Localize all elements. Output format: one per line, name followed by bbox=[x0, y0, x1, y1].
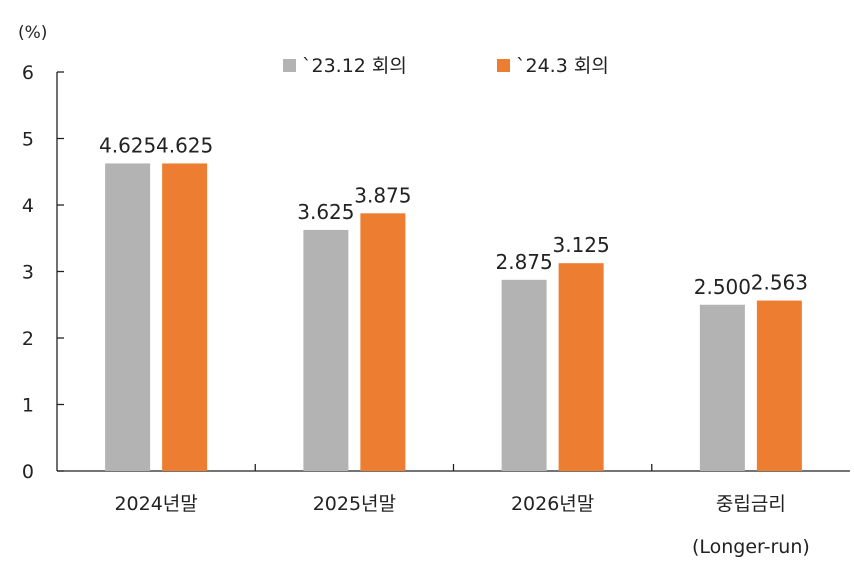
x-category-label: (Longer-run) bbox=[692, 536, 810, 558]
y-axis: 0 1 2 3 4 5 6 bbox=[22, 62, 64, 483]
bar bbox=[105, 163, 151, 471]
bar bbox=[756, 300, 802, 471]
y-tick-label: 3 bbox=[22, 262, 34, 284]
legend-swatch bbox=[497, 59, 510, 72]
x-category-label: 2025년말 bbox=[313, 493, 396, 515]
y-tick-label: 6 bbox=[22, 62, 34, 84]
x-category-label: 2024년말 bbox=[114, 493, 197, 515]
y-tick-label: 5 bbox=[22, 129, 34, 151]
bars bbox=[105, 163, 802, 471]
legend-swatch bbox=[283, 59, 296, 72]
bar bbox=[558, 263, 604, 471]
y-tick-label: 1 bbox=[22, 395, 34, 417]
legend-label: `23.12 회의 bbox=[302, 55, 407, 77]
data-label: 3.625 bbox=[297, 200, 354, 224]
y-tick-label: 2 bbox=[22, 328, 34, 350]
data-label: 4.625 bbox=[99, 133, 156, 157]
data-label: 2.563 bbox=[751, 271, 808, 295]
legend: `23.12 회의 `24.3 회의 bbox=[283, 55, 609, 77]
bar bbox=[303, 229, 349, 471]
data-label: 2.875 bbox=[495, 250, 552, 274]
bar bbox=[162, 163, 208, 471]
data-label: 3.875 bbox=[354, 183, 411, 207]
category-labels: 2024년말 2025년말 2026년말 중립금리 (Longer-run) bbox=[114, 493, 809, 558]
bar bbox=[501, 279, 547, 471]
bar bbox=[699, 304, 745, 471]
y-tick-label: 4 bbox=[22, 195, 34, 217]
y-tick-label: 0 bbox=[22, 461, 34, 483]
bar bbox=[360, 213, 406, 471]
data-label: 2.500 bbox=[694, 275, 751, 299]
data-label: 4.625 bbox=[156, 133, 213, 157]
y-axis-unit-label: (%) bbox=[18, 23, 47, 43]
x-category-label: 2026년말 bbox=[511, 493, 594, 515]
x-category-label: 중립금리 bbox=[716, 493, 786, 515]
legend-label: `24.3 회의 bbox=[516, 55, 609, 77]
data-label: 3.125 bbox=[552, 233, 609, 257]
